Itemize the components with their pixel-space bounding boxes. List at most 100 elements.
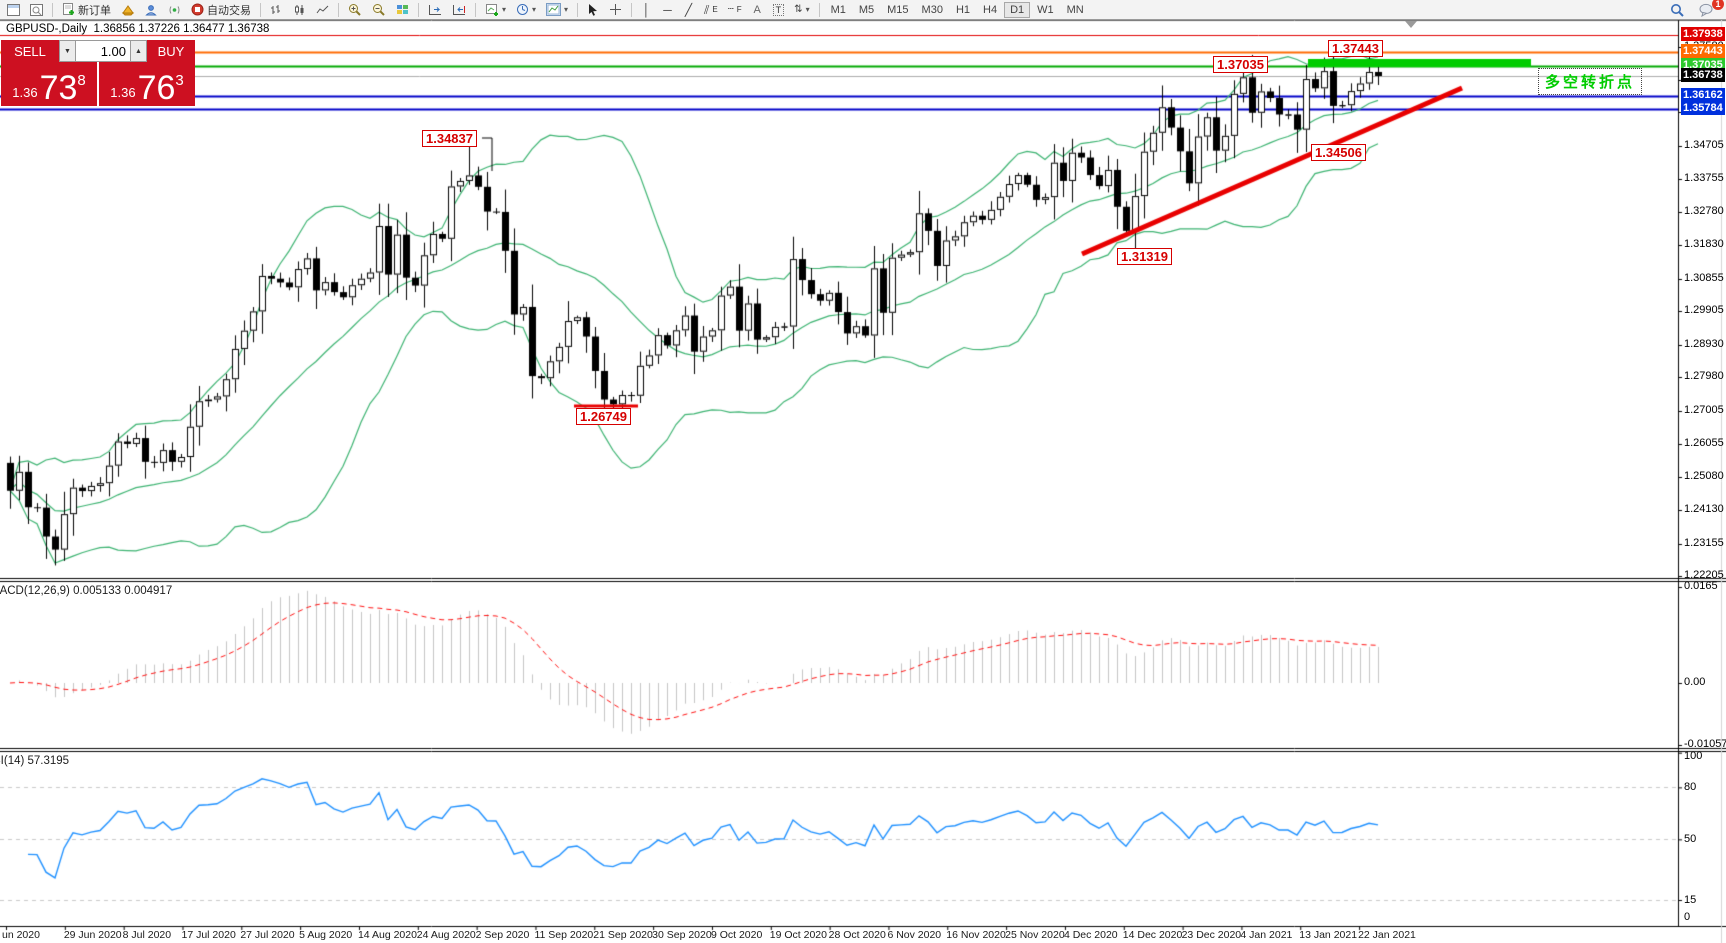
- sell-price-big: 73: [39, 69, 78, 107]
- vertical-line-icon[interactable]: │: [642, 2, 651, 17]
- price-axis-tick: 1.27005: [1684, 404, 1724, 416]
- autotrading-button[interactable]: 自动交易: [187, 1, 255, 18]
- date-axis-label: 14 Aug 2020: [357, 929, 417, 941]
- macd-label: MACD(12,26,9) 0.005133 0.004917: [0, 585, 173, 597]
- rsi-axis-tick: 50: [1684, 833, 1697, 845]
- volume-increase-button[interactable]: ▲: [130, 40, 147, 62]
- sell-price[interactable]: 1.36 73 8: [1, 62, 97, 106]
- price-tag: 1.36738: [1681, 68, 1725, 82]
- volume-input[interactable]: [76, 40, 130, 62]
- pointer-text-object[interactable]: 多空转折点: [1538, 68, 1643, 95]
- date-axis-label: 4 Dec 2020: [1063, 929, 1118, 941]
- community-user-icon[interactable]: [141, 1, 162, 18]
- fibonacci-icon[interactable]: ┄ F: [727, 3, 742, 15]
- timeframe-M30[interactable]: M30: [921, 3, 943, 16]
- price-annotation[interactable]: 1.34837: [422, 130, 477, 147]
- timeframe-group: M1 M5 M15 M30 H1 H4 D1 W1 MN: [825, 1, 1090, 18]
- date-axis-label: 11 Sep 2020: [534, 929, 594, 941]
- auto-scroll-icon[interactable]: [424, 1, 446, 18]
- timeframe-M5[interactable]: M5: [858, 3, 875, 16]
- date-axis-label: 2 Sep 2020: [475, 929, 530, 941]
- date-axis-label: 28 Oct 2020: [828, 929, 886, 941]
- toolbar-separator: [52, 2, 53, 17]
- date-axis-label: 19 Oct 2020: [769, 929, 827, 941]
- price-tag: 1.37443: [1681, 44, 1725, 58]
- zoom-out-icon[interactable]: [368, 1, 390, 18]
- timeframe-M15[interactable]: M15: [887, 3, 909, 16]
- price-axis-tick: 1.23155: [1684, 537, 1724, 549]
- price-axis-tick: 1.30855: [1684, 272, 1724, 284]
- price-annotation[interactable]: 1.37035: [1213, 56, 1268, 73]
- search-icon[interactable]: [1666, 1, 1689, 18]
- price-axis-tick: 1.22205: [1684, 569, 1724, 581]
- buy-price[interactable]: 1.36 76 3: [99, 62, 195, 106]
- price-tag: 1.36162: [1681, 88, 1725, 102]
- navigator-icon[interactable]: [26, 1, 47, 18]
- buy-button[interactable]: BUY: [147, 40, 195, 62]
- date-axis-label: 16 Nov 2020: [946, 929, 1006, 941]
- notifications-icon[interactable]: 1: [1695, 0, 1724, 18]
- timeframe-D1[interactable]: D1: [1004, 1, 1031, 18]
- date-axis-label: un 2020: [2, 929, 40, 941]
- price-axis-tick: 1.34705: [1684, 139, 1724, 151]
- price-tag: 1.37938: [1681, 27, 1725, 41]
- timeframe-MN[interactable]: MN: [1066, 3, 1084, 16]
- tile-windows-icon[interactable]: [392, 1, 413, 18]
- toolbar-separator: [338, 2, 339, 17]
- rsi-axis-tick: 15: [1684, 894, 1697, 906]
- timeframe-M1[interactable]: M1: [830, 3, 846, 16]
- date-axis-label: 17 Jul 2020: [181, 929, 236, 941]
- price-axis-tick: 1.32780: [1684, 205, 1724, 217]
- toolbar-separator: [577, 2, 579, 17]
- main-toolbar: 新订单 自动交易 ▾ ▾: [0, 0, 1726, 20]
- chart-shift-icon[interactable]: [448, 1, 470, 18]
- bar-chart-type-icon[interactable]: [266, 1, 287, 18]
- timeframe-H1[interactable]: H1: [955, 3, 971, 16]
- broadcast-icon[interactable]: [164, 1, 185, 18]
- line-chart-type-icon[interactable]: [312, 1, 333, 18]
- timeframe-W1[interactable]: W1: [1037, 3, 1054, 16]
- horizontal-line-icon[interactable]: ─: [663, 2, 672, 17]
- price-annotation[interactable]: 1.34506: [1311, 144, 1366, 161]
- crosshair-icon[interactable]: [605, 1, 626, 18]
- date-axis-label: 21 Sep 2020: [593, 929, 653, 941]
- new-chart-button[interactable]: ▾: [481, 1, 510, 18]
- date-axis-label: 30 Sep 2020: [652, 929, 712, 941]
- chevron-down-icon: ▾: [564, 5, 569, 14]
- buy-price-sup: 3: [175, 72, 184, 89]
- candlestick-type-icon[interactable]: [289, 1, 310, 18]
- cursor-icon[interactable]: [583, 1, 603, 18]
- new-order-label: 新订单: [78, 4, 111, 17]
- price-tag: 1.35784: [1681, 101, 1725, 115]
- price-annotation[interactable]: 1.31319: [1117, 248, 1172, 265]
- date-axis-label: 6 Nov 2020: [887, 929, 942, 941]
- date-axis-label: 23 Dec 2020: [1181, 929, 1242, 941]
- date-axis-label: 13 Jan 2021: [1299, 929, 1358, 941]
- macd-axis-tick: 0.0165: [1684, 580, 1718, 592]
- zoom-in-icon[interactable]: [344, 1, 366, 18]
- equidistant-channel-icon[interactable]: ⫽ E: [704, 2, 718, 17]
- timeframe-H4[interactable]: H4: [983, 3, 998, 16]
- toolbar-separator: [260, 2, 261, 17]
- chart-title: GBPUSD-,Daily 1.36856 1.37226 1.36477 1.…: [6, 23, 270, 35]
- deposit-icon[interactable]: [117, 1, 139, 18]
- sell-button[interactable]: SELL: [1, 40, 59, 62]
- chevron-down-icon: ▾: [532, 5, 537, 14]
- price-axis-tick: 1.31830: [1684, 238, 1724, 250]
- price-axis-tick: 1.26055: [1684, 437, 1724, 449]
- price-axis-tick: 1.27980: [1684, 370, 1724, 382]
- rsi-axis-tick: 100: [1684, 750, 1703, 762]
- price-axis-tick: 1.33755: [1684, 172, 1724, 184]
- new-order-button[interactable]: 新订单: [58, 1, 115, 18]
- text-label-icon[interactable]: T: [769, 1, 789, 18]
- market-watch-icon[interactable]: [3, 1, 24, 18]
- volume-decrease-button[interactable]: ▼: [59, 40, 76, 62]
- template-button[interactable]: ▾: [542, 1, 572, 18]
- arrows-icon[interactable]: ⇅ ▾: [794, 3, 810, 15]
- trendline-icon[interactable]: ╱: [684, 2, 693, 17]
- text-icon[interactable]: A: [753, 3, 761, 16]
- price-annotation[interactable]: 1.26749: [576, 408, 631, 425]
- price-annotation[interactable]: 1.37443: [1328, 40, 1383, 57]
- periods-button[interactable]: ▾: [512, 1, 540, 18]
